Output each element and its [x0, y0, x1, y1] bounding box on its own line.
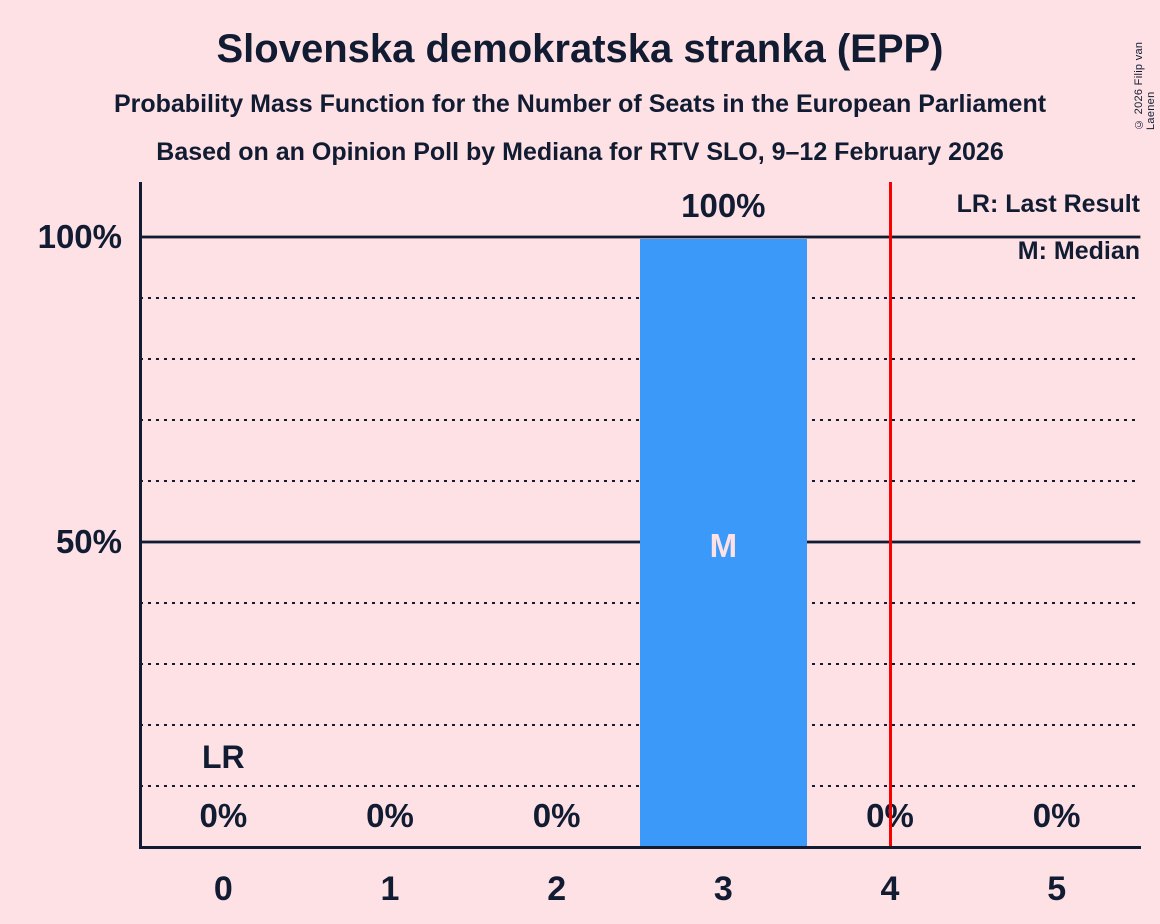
bar-value-label-2: 0% — [532, 797, 581, 834]
bar-seats-3 — [640, 238, 807, 847]
x-axis-label-0: 0 — [213, 870, 233, 908]
x-axis-label-1: 1 — [380, 870, 400, 908]
y-axis-label-100: 100% — [37, 218, 122, 255]
median-marker: M — [709, 527, 738, 564]
y-axis-line — [139, 182, 142, 847]
bar-value-label-1: 0% — [366, 797, 414, 834]
x-axis-line — [139, 845, 1141, 849]
x-axis-label-3: 3 — [713, 870, 733, 908]
bar-value-label-5: 0% — [1032, 797, 1081, 834]
y-axis-label-50: 50% — [55, 523, 122, 560]
bar-value-label-3: 100% — [681, 187, 766, 224]
legend-last-result: LR: Last Result — [956, 190, 1140, 218]
x-axis-label-4: 4 — [880, 870, 900, 908]
chart-title: Slovenska demokratska stranka (EPP) — [216, 27, 944, 71]
x-axis-label-2: 2 — [547, 870, 567, 908]
last-result-line — [888, 182, 892, 847]
legend-median: M: Median — [1017, 237, 1140, 265]
copyright-notice: © 2026 Filip van Laenen — [1133, 41, 1157, 130]
bar-value-label-0: 0% — [199, 797, 248, 834]
last-result-marker: LR — [202, 739, 245, 775]
chart-subtitle: Probability Mass Function for the Number… — [113, 90, 1047, 118]
chart-source-line: Based on an Opinion Poll by Mediana for … — [156, 138, 1004, 166]
x-axis-label-5: 5 — [1047, 870, 1067, 908]
gridline-100pct — [140, 236, 1140, 238]
